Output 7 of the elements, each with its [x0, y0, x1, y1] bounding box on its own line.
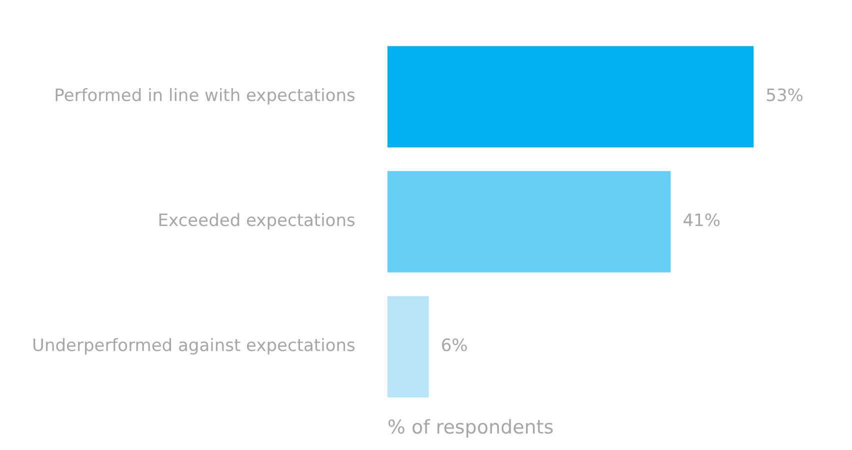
y-tick-label: Performed in line with expectations	[54, 86, 356, 106]
y-tick-label: Underperformed against expectations	[32, 336, 356, 356]
data-label: 6%	[440, 336, 468, 356]
data-label: 53%	[766, 86, 804, 106]
x-axis-title: % of respondents	[387, 416, 554, 439]
data-label: 41%	[682, 211, 720, 232]
y-tick-label: Exceeded expectations	[158, 211, 356, 232]
